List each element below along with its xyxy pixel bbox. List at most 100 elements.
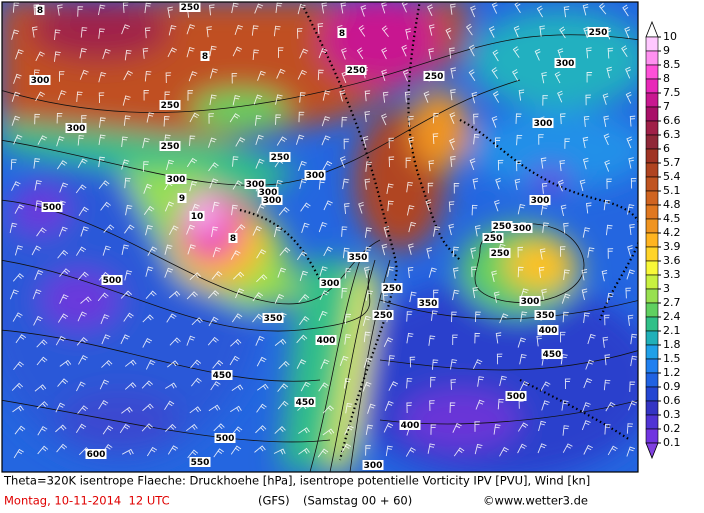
wind-barb [629, 224, 635, 236]
wind-barb [406, 311, 413, 322]
wind-barb [499, 375, 507, 387]
wind-barb [296, 250, 308, 261]
wind-barb [144, 70, 152, 82]
contour-label: 300 [364, 461, 383, 471]
wind-barb [98, 400, 109, 410]
wind-barb [432, 112, 439, 124]
wind-barb [230, 405, 242, 413]
contour-label: 300 [67, 124, 86, 134]
wind-barb [423, 91, 430, 103]
wind-barb [101, 334, 111, 345]
wind-barb [495, 332, 502, 344]
wind-barb [37, 426, 48, 436]
wind-barb [518, 89, 525, 101]
wind-barb [102, 425, 114, 435]
wind-barb [278, 360, 290, 369]
wind-barb [80, 226, 89, 237]
wind-barb [187, 90, 194, 101]
wind-barb [388, 137, 395, 149]
label-box [189, 211, 205, 221]
wind-barb [488, 26, 495, 38]
wind-barb [235, 288, 245, 299]
colorbar-tick-label: 6.3 [663, 128, 681, 141]
colorbar-band [645, 106, 659, 122]
contour-label: 400 [401, 421, 420, 431]
wind-barb [299, 92, 306, 103]
map-frame [1, 1, 639, 473]
wind-barb [211, 226, 219, 237]
wind-barb [124, 224, 135, 234]
wind-barb [318, 222, 328, 233]
wind-barb [187, 449, 199, 459]
wind-barb [123, 115, 131, 126]
wind-barb [539, 248, 546, 260]
wind-barb [625, 66, 631, 79]
wind-barb [541, 72, 547, 84]
wind-barb [427, 182, 434, 194]
wind-barb [37, 135, 48, 145]
wind-barb [208, 316, 219, 327]
wind-barb [98, 156, 105, 168]
wind-barb [77, 311, 87, 322]
colorbar-tick-label: 3.9 [663, 240, 681, 253]
label-box [165, 174, 187, 184]
colorbar-band [645, 428, 659, 444]
wind-barb [208, 137, 217, 148]
wind-barb [273, 25, 281, 37]
contour-label: 500 [43, 203, 62, 213]
wind-barb [607, 445, 618, 456]
colorbar-band [645, 344, 659, 360]
wind-barb [450, 359, 458, 370]
wind-barb [341, 287, 348, 299]
wind-barb [256, 356, 267, 367]
colorbar-tick-label: 0.3 [663, 408, 681, 421]
wind-barb [300, 202, 311, 212]
wind-barb [55, 335, 66, 346]
wind-barb [428, 267, 437, 278]
wind-barb [80, 27, 88, 38]
wind-barb [232, 180, 243, 190]
wind-barb [477, 376, 485, 387]
wind-barb [381, 47, 388, 60]
colorbar-tick-label: 1.5 [663, 352, 681, 365]
contour-label: 300 [513, 224, 532, 234]
wind-barb [33, 315, 43, 326]
contour-label: 300 [31, 76, 50, 86]
label-box [179, 2, 201, 12]
wind-barb [426, 247, 432, 259]
wind-barb [582, 3, 589, 16]
wind-barb [383, 422, 394, 433]
wind-barb [356, 47, 364, 60]
colorbar-tick-label: 2.4 [663, 310, 681, 323]
wind-barb [365, 424, 374, 436]
wind-barb [11, 91, 21, 102]
wind-barb [277, 47, 284, 58]
label-box [189, 457, 211, 467]
wind-barb [604, 354, 611, 366]
wind-barb [14, 425, 26, 435]
wind-barb [9, 222, 18, 234]
wind-barb [626, 423, 634, 434]
wind-barb [384, 400, 394, 411]
wind-barb [147, 246, 158, 256]
wind-barb [559, 26, 566, 39]
wind-barb [381, 113, 387, 126]
colorbar-under [645, 442, 659, 460]
wind-barb [295, 134, 305, 145]
wind-barb [119, 423, 131, 434]
wind-barb [59, 182, 69, 193]
wind-barb [540, 381, 551, 391]
wind-barb [493, 424, 501, 435]
wind-barb [606, 178, 612, 190]
colorbar-tick-label: 2.7 [663, 296, 681, 309]
wind-barb [275, 114, 281, 125]
label-box [261, 195, 283, 205]
wind-barb [208, 113, 214, 124]
label-box [269, 152, 291, 162]
label-box [399, 420, 421, 430]
wind-barb [11, 29, 20, 40]
wind-barb [381, 2, 387, 14]
wind-barb [627, 204, 635, 215]
wind-barb [164, 267, 174, 278]
wind-barb [256, 203, 266, 214]
